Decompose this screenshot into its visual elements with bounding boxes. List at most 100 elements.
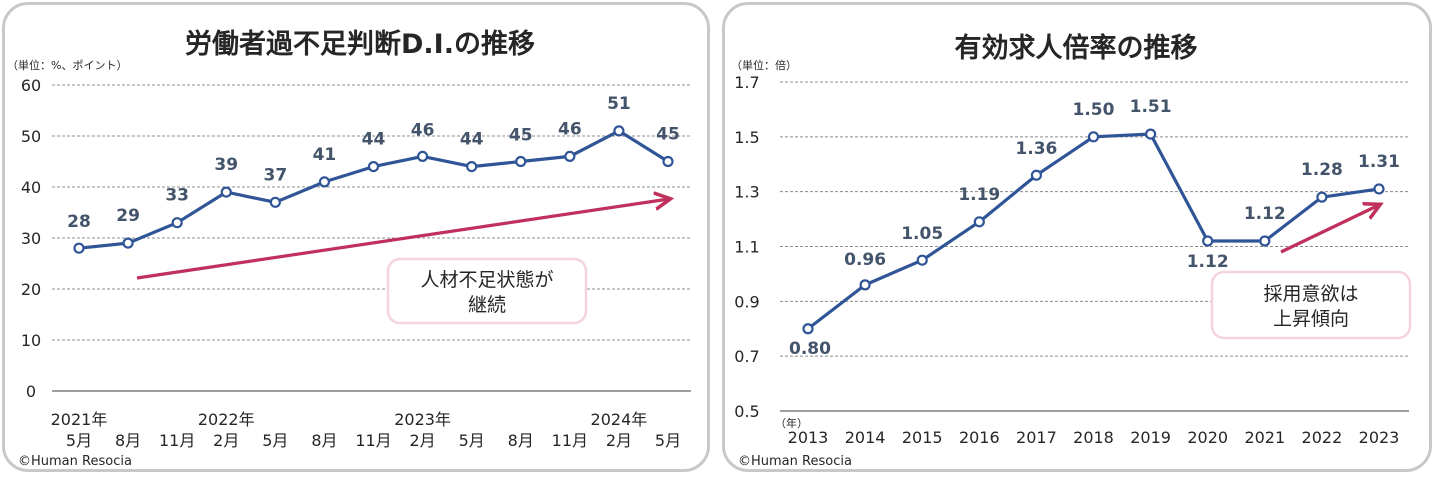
x-month-label: 5月 xyxy=(459,431,485,450)
di-line-chart: 労働者過不足判断D.I.の推移 （単位：%、ポイント） ©Human Resoc… xyxy=(7,29,691,469)
data-point xyxy=(416,150,429,162)
data-label: 1.12 xyxy=(1187,252,1229,272)
data-label: 37 xyxy=(263,165,287,185)
data-point xyxy=(1202,235,1214,247)
annotation-line-1: 人材不足状態が xyxy=(420,269,553,291)
x-tick-label: 2017 xyxy=(1016,428,1057,447)
chart-title: 労働者過不足判断D.I.の推移 xyxy=(185,29,535,60)
x-month-label: 8月 xyxy=(508,431,534,450)
x-tick-label: 2016 xyxy=(959,428,1000,447)
annotation-line-1: 採用意欲は xyxy=(1263,283,1358,305)
credit-text: ©Human Resocia xyxy=(18,454,132,469)
x-month-label: 11月 xyxy=(355,431,391,450)
x-tick-label: 2019 xyxy=(1130,428,1171,447)
x-month-label: 2月 xyxy=(606,431,632,450)
data-point xyxy=(916,254,928,266)
unit-label: （単位：%、ポイント） xyxy=(7,58,127,72)
annotation-line-2: 上昇傾向 xyxy=(1273,308,1349,330)
x-month-label: 5月 xyxy=(655,431,681,450)
data-point xyxy=(1373,183,1385,195)
data-point xyxy=(1087,131,1100,143)
data-label: 45 xyxy=(509,126,533,146)
annotation-line-2: 継続 xyxy=(468,294,506,316)
x-month-label: 5月 xyxy=(66,431,92,450)
data-point xyxy=(220,186,232,198)
x-year-label: 2022年 xyxy=(198,410,255,429)
x-tick-label: 2015 xyxy=(902,428,943,447)
year-unit-label: （年） xyxy=(775,416,808,430)
x-tick-label: 2013 xyxy=(788,428,829,447)
x-tick-label: 2021 xyxy=(1244,428,1285,447)
annotation-box: 採用意欲は 上昇傾向 xyxy=(1210,270,1412,340)
y-tick-label: 10 xyxy=(21,331,41,350)
job-ratio-line-chart: 有効求人倍率の推移 （単位：倍） （年） ©Human Resocia 採用意欲… xyxy=(731,32,1412,469)
y-tick-label: 60 xyxy=(21,76,41,95)
data-label: 44 xyxy=(362,130,386,150)
chart-panel-di: 労働者過不足判断D.I.の推移 （単位：%、ポイント） ©Human Resoc… xyxy=(2,2,710,472)
data-label: 28 xyxy=(67,212,91,232)
x-tick-label: 2018 xyxy=(1073,428,1114,447)
x-month-label: 2月 xyxy=(409,431,435,450)
data-point xyxy=(171,217,183,229)
x-month-label: 8月 xyxy=(311,431,337,450)
y-tick-label: 1.3 xyxy=(734,183,759,202)
data-label: 41 xyxy=(313,145,337,165)
data-point xyxy=(1145,128,1157,140)
data-point xyxy=(367,161,380,173)
data-label: 1.12 xyxy=(1244,204,1286,224)
data-point xyxy=(662,155,674,168)
y-tick-label: 0.5 xyxy=(734,402,759,421)
y-tick-label: 50 xyxy=(21,127,41,146)
data-label: 46 xyxy=(411,120,435,140)
x-month-label: 11月 xyxy=(159,431,195,450)
data-label: 1.51 xyxy=(1130,97,1172,117)
trend-arrow xyxy=(1280,205,1379,254)
y-tick-label: 20 xyxy=(21,280,41,299)
credit-text: ©Human Resocia xyxy=(738,454,852,469)
data-point xyxy=(802,323,814,335)
x-year-label: 2024年 xyxy=(591,410,648,429)
data-label: 1.05 xyxy=(901,224,943,244)
data-point xyxy=(1316,191,1328,203)
y-tick-label: 0.7 xyxy=(734,347,759,366)
data-label: 39 xyxy=(214,155,238,175)
y-tick-label: 1.5 xyxy=(734,128,759,147)
data-point xyxy=(564,150,576,162)
x-month-label: 11月 xyxy=(552,431,588,450)
data-point xyxy=(73,242,85,254)
data-label: 29 xyxy=(116,206,140,226)
data-label: 44 xyxy=(460,130,484,150)
chart-panel-job-ratio: 有効求人倍率の推移 （単位：倍） （年） ©Human Resocia 採用意欲… xyxy=(722,2,1432,472)
data-point xyxy=(515,155,527,168)
x-tick-label: 2022 xyxy=(1302,428,1343,447)
data-point xyxy=(613,125,625,137)
data-point xyxy=(973,216,985,228)
x-year-label: 2023年 xyxy=(394,410,451,429)
x-tick-label: 2020 xyxy=(1187,428,1228,447)
data-label: 46 xyxy=(558,119,582,139)
data-label: 1.36 xyxy=(1015,139,1057,159)
x-tick-label: 2014 xyxy=(845,428,886,447)
x-month-label: 8月 xyxy=(115,431,141,450)
data-label: 1.28 xyxy=(1301,160,1343,180)
data-point xyxy=(466,161,478,173)
trend-arrow xyxy=(136,199,669,280)
unit-label: （単位：倍） xyxy=(731,58,797,72)
annotation-frame xyxy=(386,257,588,325)
annotation-box: 人材不足状態が 継続 xyxy=(386,257,588,325)
data-point xyxy=(1030,169,1042,181)
data-point xyxy=(859,279,871,291)
y-tick-label: 40 xyxy=(21,178,41,197)
data-label: 33 xyxy=(165,186,189,206)
data-label: 1.19 xyxy=(958,185,1000,205)
y-tick-label: 0.9 xyxy=(734,292,759,311)
data-label: 1.31 xyxy=(1358,152,1400,172)
annotation-frame xyxy=(1210,270,1412,340)
y-tick-label: 1.7 xyxy=(734,73,759,92)
data-point xyxy=(269,196,281,208)
data-label: 45 xyxy=(656,125,680,145)
x-tick-label: 2023 xyxy=(1359,428,1400,447)
data-point xyxy=(1259,235,1271,247)
data-label: 1.50 xyxy=(1073,100,1115,120)
chart-title: 有効求人倍率の推移 xyxy=(955,32,1198,64)
